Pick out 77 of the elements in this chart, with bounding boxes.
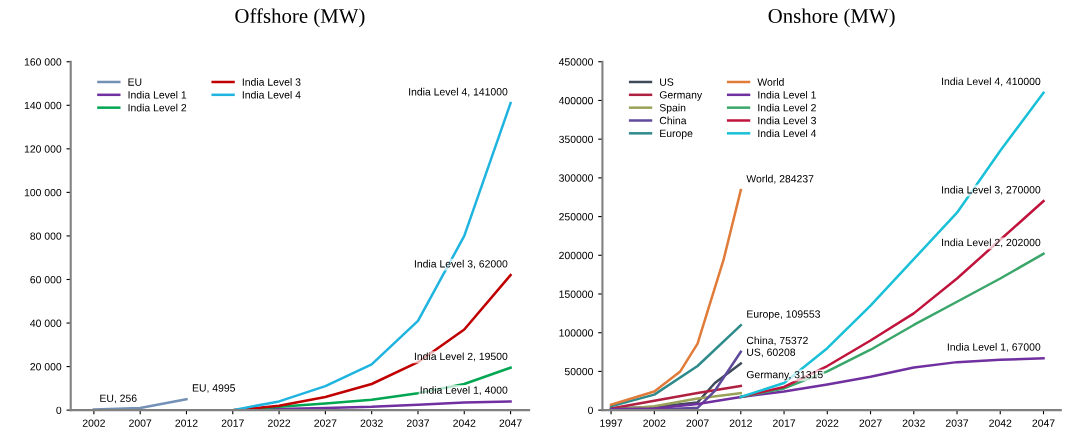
y-tick-label: 300000 <box>559 174 593 182</box>
annotation: India Level 1, 4000 <box>420 386 508 396</box>
legend-label: Europe <box>660 129 693 140</box>
annotation: China, 75372 <box>746 336 808 346</box>
x-tick-label: 2022 <box>816 419 839 427</box>
y-tick-label: 40 000 <box>30 319 62 327</box>
annotation: India Level 4, 141000 <box>409 87 508 97</box>
y-tick-label: 400000 <box>558 96 593 105</box>
x-tick-label: 2007 <box>129 419 152 427</box>
annotation: EU, 256 <box>100 394 137 404</box>
annotation: India Level 2, 202000 <box>942 238 1041 248</box>
y-tick-label: 250000 <box>559 213 593 221</box>
y-tick-label: 50000 <box>564 367 593 376</box>
x-tick-label: 2017 <box>772 419 796 427</box>
annotation: India Level 4, 410000 <box>942 77 1041 87</box>
annotation: US, 60208 <box>747 348 796 358</box>
legend-label: US <box>660 78 674 86</box>
annotation: EU, 4995 <box>192 384 236 393</box>
y-tick-label: 150000 <box>559 290 593 298</box>
x-tick-label: 2002 <box>82 419 105 427</box>
legend-label: India Level 2 <box>128 103 187 112</box>
x-tick-label: 2002 <box>643 419 666 427</box>
annotation: World, 284237 <box>746 174 814 184</box>
legend-label: India Level 4 <box>758 129 817 138</box>
annotation: India Level 1, 67000 <box>947 342 1041 352</box>
legend-label: EU <box>128 78 142 86</box>
x-tick-label: 2027 <box>859 419 882 427</box>
legend-label: Germany <box>659 91 703 101</box>
y-tick-label: 100 000 <box>24 188 62 197</box>
y-tick-label: 160 000 <box>24 58 62 66</box>
y-tick-label: 140 000 <box>24 101 62 110</box>
legend-label: World <box>757 78 784 86</box>
y-tick-label: 100000 <box>559 329 593 337</box>
x-tick-label: 2047 <box>499 419 522 427</box>
x-tick-label: 2032 <box>902 419 925 427</box>
x-tick-label: 1997 <box>600 419 623 427</box>
annotation: India Level 2, 19500 <box>414 352 508 362</box>
line-series <box>609 188 743 406</box>
x-tick-label: 2012 <box>729 419 752 427</box>
legend-label: India Level 3 <box>242 78 301 86</box>
legend-label: Spain <box>659 103 686 114</box>
legend-label: India Level 1 <box>758 90 816 99</box>
y-tick-label: 350000 <box>559 135 593 144</box>
annotation: India Level 3, 270000 <box>942 185 1041 195</box>
x-tick-label: 2042 <box>989 419 1012 427</box>
x-tick-label: 2047 <box>1032 419 1055 427</box>
y-tick-label: 200000 <box>559 251 593 260</box>
x-tick-label: 2037 <box>406 419 430 427</box>
annotation: India Level 3, 62000 <box>414 259 508 269</box>
legend-label: China <box>659 116 687 125</box>
x-tick-label: 2022 <box>268 419 291 427</box>
legend-label: India Level 2 <box>758 103 816 112</box>
x-tick-label: 2007 <box>686 419 709 427</box>
y-tick-label: 120 000 <box>24 145 62 153</box>
line-series <box>609 324 743 408</box>
x-tick-label: 2017 <box>221 419 244 427</box>
chart-title: Offshore (MW) <box>235 8 365 28</box>
x-tick-label: 2042 <box>453 419 476 427</box>
annotation: Europe, 109553 <box>747 310 821 320</box>
line-series <box>739 91 1045 399</box>
chart-title: Onshore (MW) <box>768 8 895 28</box>
y-tick-label: 80 000 <box>30 232 62 240</box>
x-tick-label: 2032 <box>360 419 383 427</box>
legend-label: India Level 1 <box>128 90 187 99</box>
x-tick-label: 2037 <box>945 419 969 427</box>
legend-label: India Level 4 <box>242 90 301 99</box>
line-series <box>609 384 743 410</box>
y-tick-label: 20 000 <box>30 363 62 371</box>
line-series <box>609 357 1045 411</box>
annotation: Germany, 31315 <box>746 370 823 381</box>
y-tick-label: 0 <box>56 406 62 415</box>
x-tick-label: 2012 <box>175 419 198 427</box>
x-tick-label: 2027 <box>314 419 337 427</box>
legend-label: India Level 3 <box>758 116 816 125</box>
y-tick-label: 60 000 <box>30 275 62 284</box>
y-tick-label: 450000 <box>558 58 593 66</box>
y-tick-label: 0 <box>588 406 593 415</box>
